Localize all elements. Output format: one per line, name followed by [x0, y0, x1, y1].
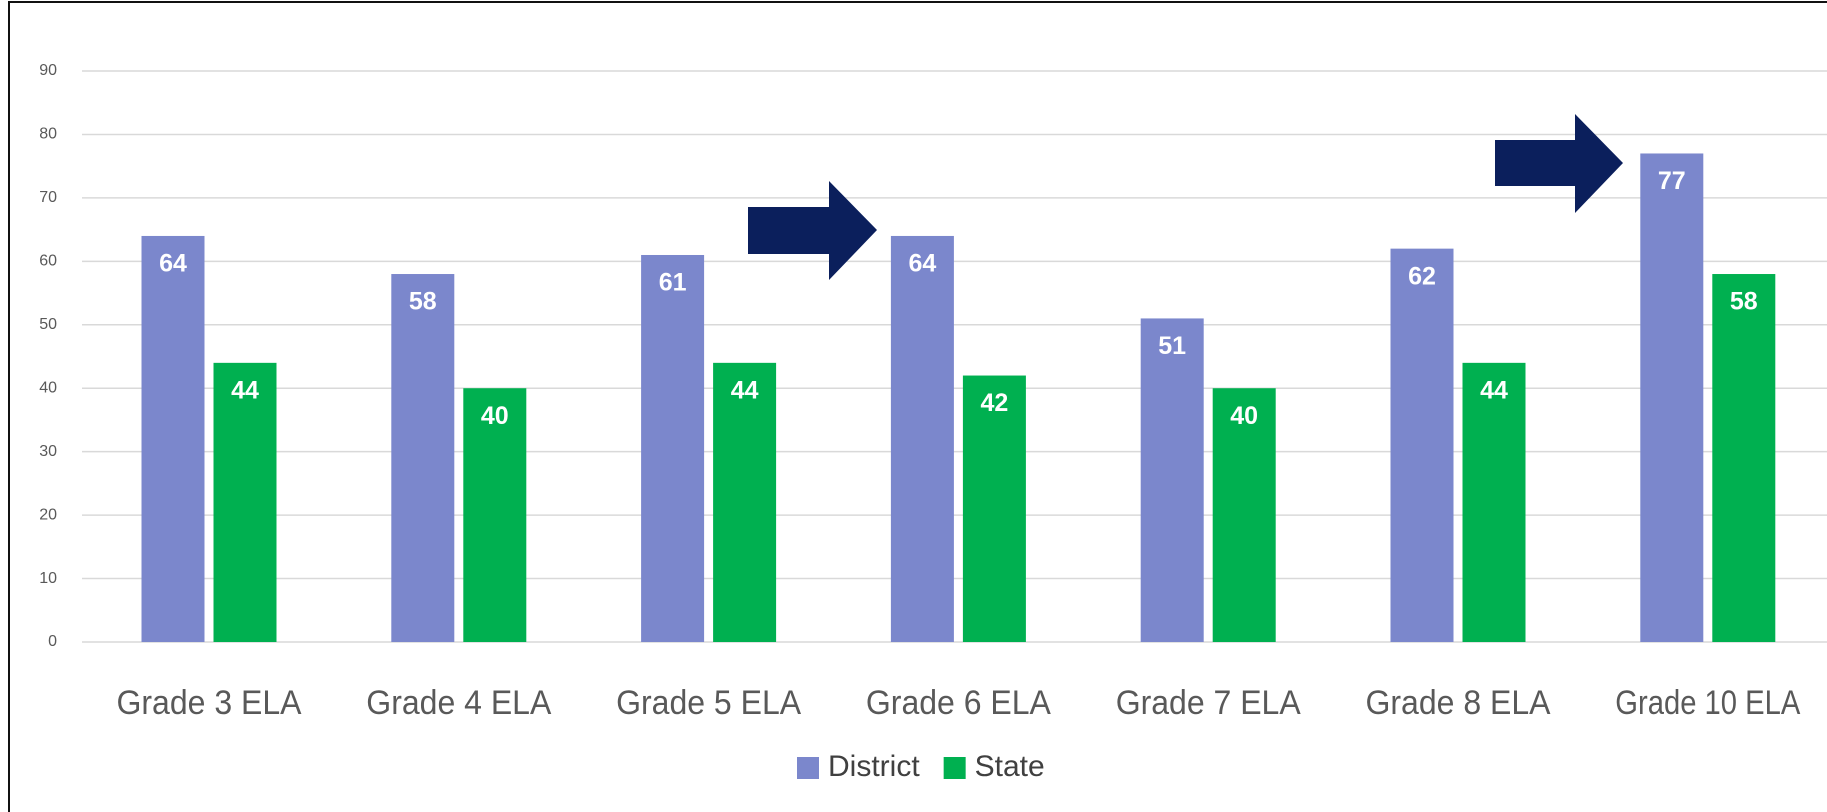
- bar: [1212, 388, 1276, 642]
- bar: [713, 362, 777, 642]
- data-label: 61: [659, 269, 687, 297]
- legend-swatch: [943, 757, 966, 779]
- data-label: 44: [1480, 376, 1508, 404]
- x-tick-label: Grade 5 ELA: [616, 684, 801, 722]
- arrow-head: [829, 181, 877, 280]
- y-tick-label: 40: [39, 379, 57, 396]
- y-tick-label: 30: [39, 443, 57, 460]
- data-label: 62: [1408, 262, 1436, 290]
- y-tick-label: 60: [39, 253, 57, 270]
- data-label: 40: [1230, 402, 1258, 430]
- data-label: 40: [481, 402, 509, 430]
- x-tick-label: Grade 10 ELA: [1615, 684, 1800, 722]
- legend-swatch: [797, 757, 819, 779]
- legend-label: District: [828, 750, 920, 783]
- bar: [1640, 153, 1704, 642]
- bar: [641, 254, 705, 642]
- y-tick-label: 10: [39, 570, 57, 587]
- plot-area: 0 10 20 30 40 50 60 70 80 90 Grade 3 ELA 64 44 Grade …: [39, 62, 1827, 783]
- bar: [463, 388, 527, 642]
- x-tick-label: Grade 6 ELA: [866, 684, 1051, 722]
- x-tick-label: Grade 8 ELA: [1366, 684, 1551, 722]
- arrow-head: [1575, 114, 1623, 213]
- arrow-shaft: [1495, 140, 1576, 186]
- legend-label: State: [975, 750, 1045, 783]
- x-tick-label: Grade 3 ELA: [117, 684, 302, 722]
- bar: [1462, 362, 1526, 642]
- arrow: [748, 181, 877, 280]
- bar: [1140, 318, 1204, 642]
- y-tick-label: 20: [39, 506, 57, 523]
- bar: [1712, 274, 1776, 642]
- data-label: 44: [231, 376, 259, 404]
- y-tick-label: 70: [39, 189, 57, 206]
- y-tick-label: 0: [48, 633, 57, 650]
- data-label: 44: [731, 376, 759, 404]
- y-tick-label: 90: [39, 62, 57, 79]
- bar: [141, 235, 205, 642]
- data-label: 42: [980, 389, 1008, 417]
- x-tick-label: Grade 4 ELA: [366, 684, 551, 722]
- data-label: 64: [908, 250, 936, 278]
- arrow: [1495, 114, 1623, 213]
- y-tick-label: 50: [39, 316, 57, 333]
- data-label: 58: [1730, 288, 1758, 316]
- data-label: 58: [409, 288, 437, 316]
- bar: [890, 235, 954, 642]
- y-tick-label: 80: [39, 126, 57, 143]
- arrow-shaft: [748, 207, 830, 254]
- x-tick-label: Grade 7 ELA: [1116, 684, 1301, 722]
- bar: [391, 274, 455, 642]
- data-label: 51: [1158, 332, 1186, 360]
- bar: [962, 375, 1026, 642]
- data-label: 64: [159, 250, 187, 278]
- bar: [213, 362, 277, 642]
- bar: [1390, 248, 1454, 642]
- data-label: 77: [1658, 167, 1686, 195]
